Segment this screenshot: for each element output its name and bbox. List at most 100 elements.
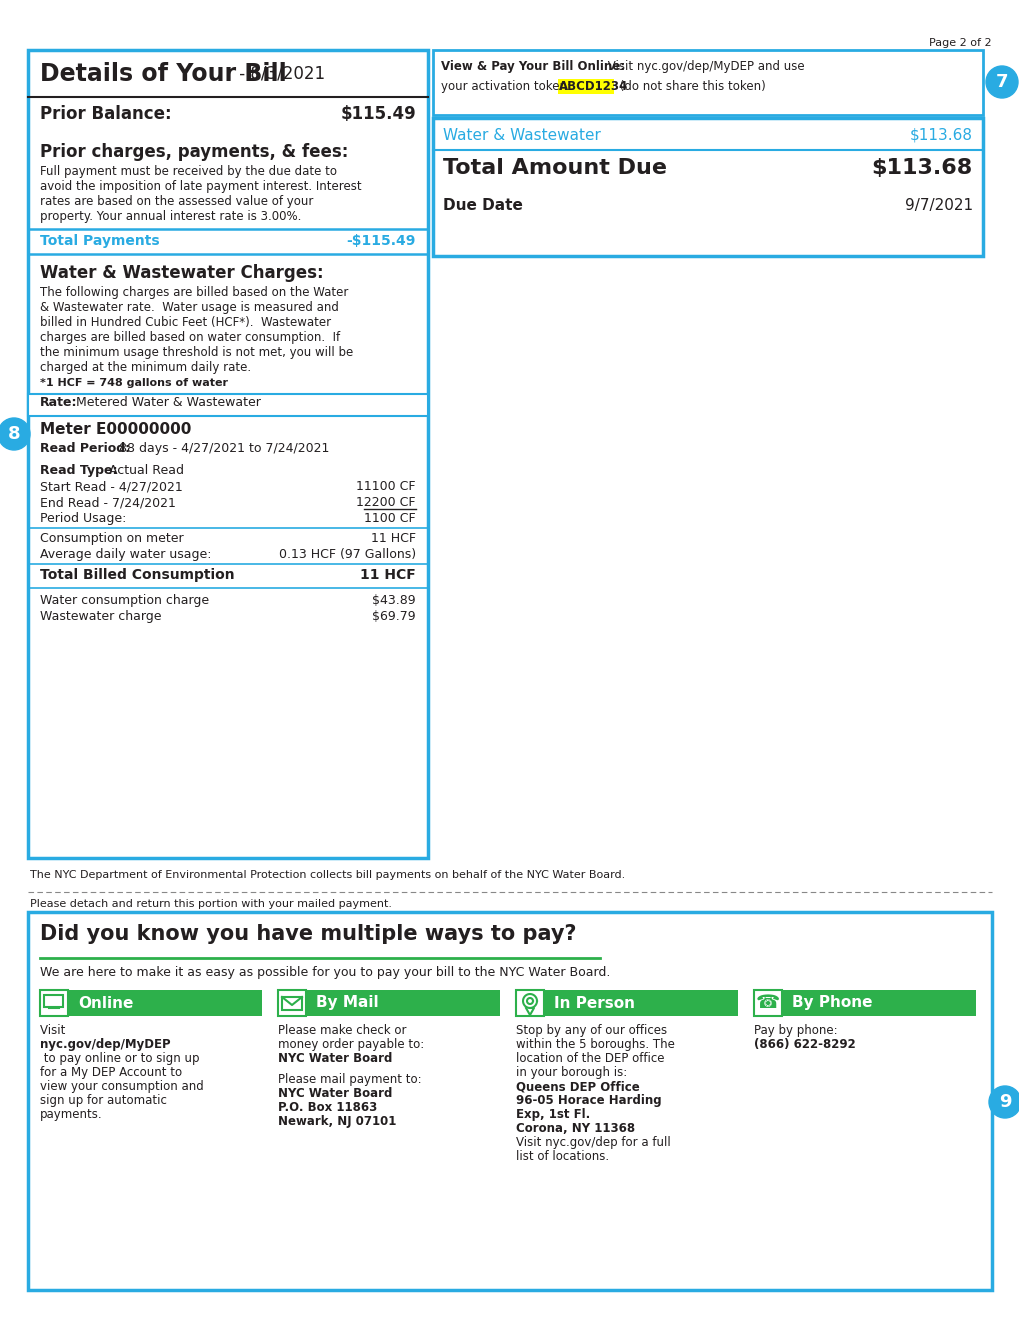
- Text: $113.68: $113.68: [871, 158, 972, 178]
- Text: -$115.49: -$115.49: [346, 234, 416, 248]
- Text: Read Type:: Read Type:: [40, 465, 117, 477]
- Text: By Phone: By Phone: [791, 995, 871, 1011]
- Text: The NYC Department of Environmental Protection collects bill payments on behalf : The NYC Department of Environmental Prot…: [30, 870, 625, 880]
- Text: your activation token:: your activation token:: [440, 81, 574, 92]
- Text: 0.13 HCF (97 Gallons): 0.13 HCF (97 Gallons): [278, 548, 416, 561]
- Text: Prior charges, payments, & fees:: Prior charges, payments, & fees:: [40, 143, 348, 161]
- Text: Total Payments: Total Payments: [40, 234, 159, 248]
- Text: Wastewater charge: Wastewater charge: [40, 610, 161, 623]
- FancyBboxPatch shape: [433, 50, 982, 115]
- FancyBboxPatch shape: [433, 117, 982, 256]
- Text: Rate:: Rate:: [40, 396, 77, 409]
- Text: Page 2 of 2: Page 2 of 2: [928, 38, 991, 48]
- Text: Due Date: Due Date: [442, 198, 523, 213]
- Text: avoid the imposition of late payment interest. Interest: avoid the imposition of late payment int…: [40, 180, 362, 193]
- FancyBboxPatch shape: [783, 990, 975, 1016]
- Text: Please detach and return this portion with your mailed payment.: Please detach and return this portion wi…: [30, 899, 391, 909]
- Text: in your borough is:: in your borough is:: [516, 1067, 627, 1078]
- Text: Start Read - 4/27/2021: Start Read - 4/27/2021: [40, 480, 182, 492]
- Text: view your consumption and: view your consumption and: [40, 1080, 204, 1093]
- Text: $115.49: $115.49: [340, 106, 416, 123]
- Text: Queens DEP Office: Queens DEP Office: [516, 1080, 639, 1093]
- Text: 96-05 Horace Harding: 96-05 Horace Harding: [516, 1094, 661, 1107]
- FancyBboxPatch shape: [516, 990, 543, 1016]
- Text: sign up for automatic: sign up for automatic: [40, 1094, 167, 1107]
- Text: Actual Read: Actual Read: [105, 465, 183, 477]
- Text: the minimum usage threshold is not met, you will be: the minimum usage threshold is not met, …: [40, 346, 353, 359]
- Text: Total Billed Consumption: Total Billed Consumption: [40, 568, 234, 582]
- FancyBboxPatch shape: [307, 990, 499, 1016]
- Text: NYC Water Board: NYC Water Board: [278, 1086, 392, 1100]
- Text: Average daily water usage:: Average daily water usage:: [40, 548, 211, 561]
- Text: End Read - 7/24/2021: End Read - 7/24/2021: [40, 496, 175, 510]
- Text: $43.89: $43.89: [372, 594, 416, 607]
- Text: list of locations.: list of locations.: [516, 1150, 608, 1163]
- Text: Please mail payment to:: Please mail payment to:: [278, 1073, 421, 1086]
- Text: View & Pay Your Bill Online:: View & Pay Your Bill Online:: [440, 59, 625, 73]
- Text: Water & Wastewater: Water & Wastewater: [442, 128, 600, 143]
- Circle shape: [0, 418, 30, 450]
- Text: ☎: ☎: [755, 994, 780, 1012]
- Text: Newark, NJ 07101: Newark, NJ 07101: [278, 1115, 396, 1129]
- Text: 11100 CF: 11100 CF: [357, 480, 416, 492]
- Text: Corona, NY 11368: Corona, NY 11368: [516, 1122, 635, 1135]
- Text: Did you know you have multiple ways to pay?: Did you know you have multiple ways to p…: [40, 924, 576, 944]
- FancyBboxPatch shape: [753, 990, 782, 1016]
- Text: 1100 CF: 1100 CF: [364, 512, 416, 525]
- Text: Visit nyc.gov/dep/MyDEP and use: Visit nyc.gov/dep/MyDEP and use: [603, 59, 804, 73]
- Text: location of the DEP office: location of the DEP office: [516, 1052, 663, 1065]
- Text: Details of Your Bill: Details of Your Bill: [40, 62, 286, 86]
- Text: within the 5 boroughs. The: within the 5 boroughs. The: [516, 1038, 675, 1051]
- Text: to pay online or to sign up: to pay online or to sign up: [40, 1052, 200, 1065]
- Text: 7: 7: [995, 73, 1007, 91]
- Text: 9: 9: [998, 1093, 1010, 1111]
- Text: NYC Water Board: NYC Water Board: [278, 1052, 392, 1065]
- Text: Please make check or: Please make check or: [278, 1024, 407, 1038]
- FancyBboxPatch shape: [28, 50, 428, 858]
- Text: Meter E00000000: Meter E00000000: [40, 422, 192, 437]
- Circle shape: [988, 1086, 1019, 1118]
- FancyBboxPatch shape: [278, 990, 306, 1016]
- Text: *1 HCF = 748 gallons of water: *1 HCF = 748 gallons of water: [40, 378, 228, 388]
- Text: Metered Water & Wastewater: Metered Water & Wastewater: [72, 396, 261, 409]
- Text: 9/7/2021: 9/7/2021: [904, 198, 972, 213]
- Text: Total Amount Due: Total Amount Due: [442, 158, 666, 178]
- Text: (do not share this token): (do not share this token): [615, 81, 765, 92]
- Text: charged at the minimum daily rate.: charged at the minimum daily rate.: [40, 360, 251, 374]
- Text: 8: 8: [8, 425, 20, 444]
- Text: ABCD1234: ABCD1234: [558, 81, 628, 92]
- Text: Exp, 1st Fl.: Exp, 1st Fl.: [516, 1107, 590, 1121]
- Text: The following charges are billed based on the Water: The following charges are billed based o…: [40, 286, 348, 300]
- Text: 11 HCF: 11 HCF: [371, 532, 416, 545]
- Text: - 8/3/2021: - 8/3/2021: [233, 65, 325, 83]
- Text: By Mail: By Mail: [316, 995, 378, 1011]
- Text: Period Usage:: Period Usage:: [40, 512, 126, 525]
- Text: Prior Balance:: Prior Balance:: [40, 106, 171, 123]
- Text: payments.: payments.: [40, 1107, 103, 1121]
- Text: property. Your annual interest rate is 3.00%.: property. Your annual interest rate is 3…: [40, 210, 301, 223]
- Circle shape: [985, 66, 1017, 98]
- Text: 12200 CF: 12200 CF: [357, 496, 416, 510]
- Text: billed in Hundred Cubic Feet (HCF*).  Wastewater: billed in Hundred Cubic Feet (HCF*). Was…: [40, 315, 331, 329]
- Text: Consumption on meter: Consumption on meter: [40, 532, 183, 545]
- Text: In Person: In Person: [553, 995, 635, 1011]
- Text: Stop by any of our offices: Stop by any of our offices: [516, 1024, 666, 1038]
- FancyBboxPatch shape: [544, 990, 738, 1016]
- Text: Water consumption charge: Water consumption charge: [40, 594, 209, 607]
- FancyBboxPatch shape: [69, 990, 262, 1016]
- FancyBboxPatch shape: [28, 912, 991, 1290]
- Text: Pay by phone:: Pay by phone:: [753, 1024, 837, 1038]
- Text: P.O. Box 11863: P.O. Box 11863: [278, 1101, 377, 1114]
- Text: Online: Online: [77, 995, 133, 1011]
- Text: $113.68: $113.68: [909, 128, 972, 143]
- Text: 11 HCF: 11 HCF: [360, 568, 416, 582]
- Text: Visit: Visit: [40, 1024, 69, 1038]
- Text: money order payable to:: money order payable to:: [278, 1038, 424, 1051]
- Text: Full payment must be received by the due date to: Full payment must be received by the due…: [40, 165, 336, 178]
- Text: Read Period:: Read Period:: [40, 442, 130, 455]
- FancyBboxPatch shape: [40, 990, 68, 1016]
- FancyBboxPatch shape: [28, 393, 428, 416]
- FancyBboxPatch shape: [557, 79, 613, 94]
- Text: 88 days - 4/27/2021 to 7/24/2021: 88 days - 4/27/2021 to 7/24/2021: [115, 442, 329, 455]
- Text: for a My DEP Account to: for a My DEP Account to: [40, 1067, 182, 1078]
